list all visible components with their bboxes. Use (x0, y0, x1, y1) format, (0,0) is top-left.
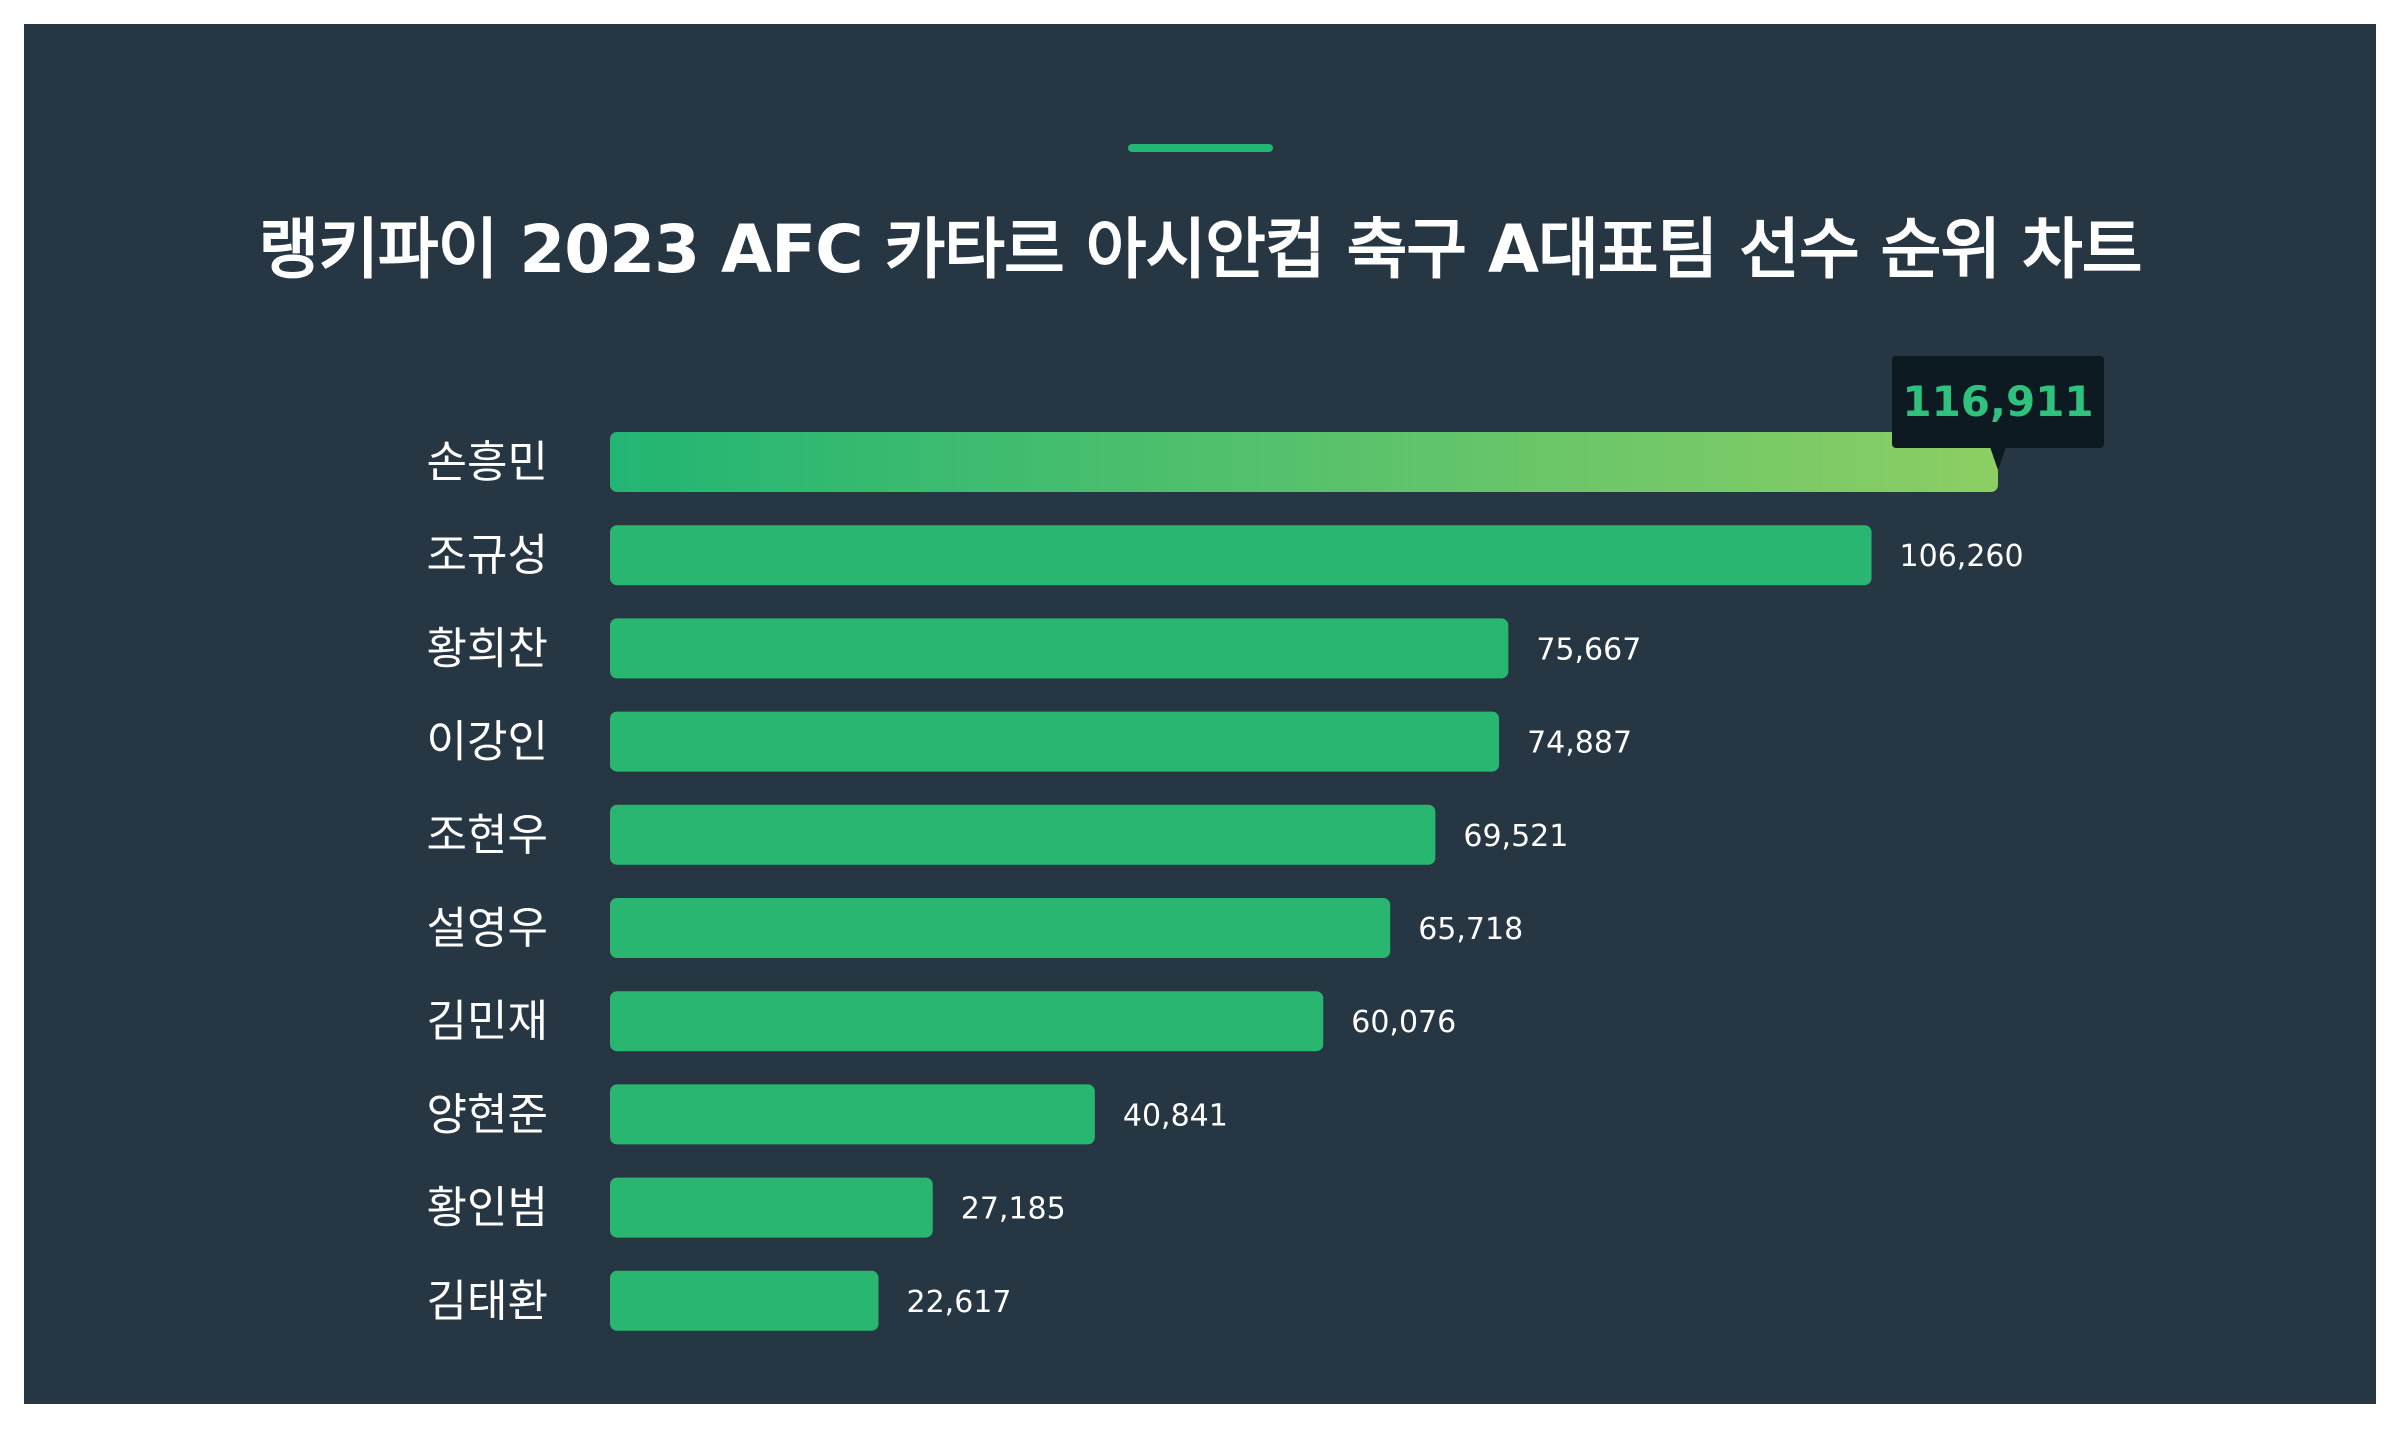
data-label: 75,667 (1536, 632, 1641, 667)
value-callout-box (1892, 356, 2104, 448)
category-label: 이강인 (427, 717, 548, 768)
value-callout-pointer (1990, 447, 2006, 470)
bar (610, 618, 1509, 679)
bar (610, 711, 1500, 772)
bar (610, 1270, 879, 1331)
category-label: 황희찬 (427, 623, 548, 674)
bar (610, 804, 1436, 865)
bar (610, 1084, 1095, 1145)
bar (610, 1177, 933, 1238)
bar (610, 525, 1872, 586)
data-label: 106,260 (1900, 539, 2024, 574)
category-label: 조규성 (427, 530, 548, 581)
data-label: 74,887 (1527, 726, 1632, 761)
data-label: 22,617 (907, 1285, 1012, 1320)
data-label: 65,718 (1418, 912, 1523, 947)
bar (610, 898, 1391, 958)
title-accent-line (1128, 144, 1273, 152)
bar (610, 432, 1998, 492)
category-label: 황인범 (427, 1183, 548, 1234)
category-label: 양현준 (427, 1089, 548, 1140)
data-label: 40,841 (1123, 1098, 1228, 1133)
category-label: 설영우 (427, 903, 548, 954)
category-label: 김민재 (427, 996, 548, 1047)
data-label: 60,076 (1351, 1005, 1456, 1040)
data-label: 27,185 (961, 1192, 1066, 1227)
chart-title: 랭키파이 2023 AFC 카타르 아시안컵 축구 A대표팀 선수 순위 차트 (258, 211, 2142, 288)
data-label: 69,521 (1463, 819, 1568, 854)
category-label: 조현우 (427, 810, 548, 861)
bar (610, 991, 1324, 1052)
data-label: 116,911 (1902, 377, 2093, 426)
category-label: 김태환 (427, 1276, 548, 1327)
category-label: 손흥민 (427, 437, 548, 488)
